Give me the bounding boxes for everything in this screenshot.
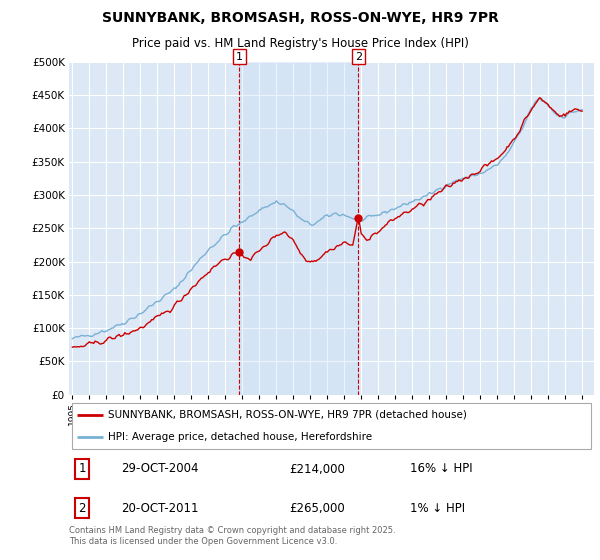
Text: Contains HM Land Registry data © Crown copyright and database right 2025.
This d: Contains HM Land Registry data © Crown c… <box>69 526 395 546</box>
Text: SUNNYBANK, BROMSASH, ROSS-ON-WYE, HR9 7PR (detached house): SUNNYBANK, BROMSASH, ROSS-ON-WYE, HR9 7P… <box>109 410 467 420</box>
Text: 29-OCT-2004: 29-OCT-2004 <box>121 463 199 475</box>
Text: Price paid vs. HM Land Registry's House Price Index (HPI): Price paid vs. HM Land Registry's House … <box>131 38 469 50</box>
Text: HPI: Average price, detached house, Herefordshire: HPI: Average price, detached house, Here… <box>109 432 373 442</box>
Text: 20-OCT-2011: 20-OCT-2011 <box>121 502 199 515</box>
Text: 1% ↓ HPI: 1% ↓ HPI <box>410 502 466 515</box>
FancyBboxPatch shape <box>71 404 592 449</box>
Text: 1: 1 <box>79 463 86 475</box>
Text: 2: 2 <box>355 52 362 62</box>
Text: SUNNYBANK, BROMSASH, ROSS-ON-WYE, HR9 7PR: SUNNYBANK, BROMSASH, ROSS-ON-WYE, HR9 7P… <box>101 11 499 25</box>
Text: 2: 2 <box>79 502 86 515</box>
Text: £214,000: £214,000 <box>290 463 346 475</box>
Bar <box>239 62 358 395</box>
Text: 1: 1 <box>236 52 243 62</box>
Text: £265,000: £265,000 <box>290 502 345 515</box>
Text: 16% ↓ HPI: 16% ↓ HPI <box>410 463 473 475</box>
